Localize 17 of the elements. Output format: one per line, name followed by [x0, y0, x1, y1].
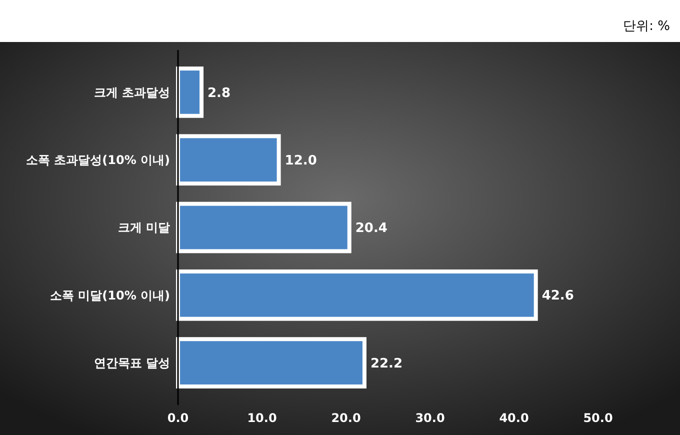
data-label: 12.0: [284, 153, 317, 168]
data-label: 42.6: [542, 288, 574, 304]
x-tick-label: 0.0: [167, 411, 189, 425]
y-tick-label: 연간목표 달성: [94, 356, 170, 370]
data-label: 2.8: [208, 86, 231, 101]
data-label: 22.2: [370, 356, 403, 372]
data-label: 20.4: [355, 221, 388, 236]
x-tick-label: 30.0: [415, 411, 445, 425]
y-tick-label: 크게 미달: [118, 220, 170, 235]
x-tick-label: 40.0: [499, 411, 529, 425]
x-tick-label: 10.0: [247, 411, 277, 425]
text: 단위: %: [623, 19, 670, 34]
y-tick-label: 소폭 초과달성(10% 이내): [26, 153, 170, 168]
x-tick-label: 50.0: [583, 411, 613, 425]
y-tick-label: 소폭 미달(10% 이내): [50, 288, 170, 302]
y-tick-label: 크게 초과달성: [94, 85, 170, 100]
x-tick-label: 20.0: [331, 411, 361, 425]
